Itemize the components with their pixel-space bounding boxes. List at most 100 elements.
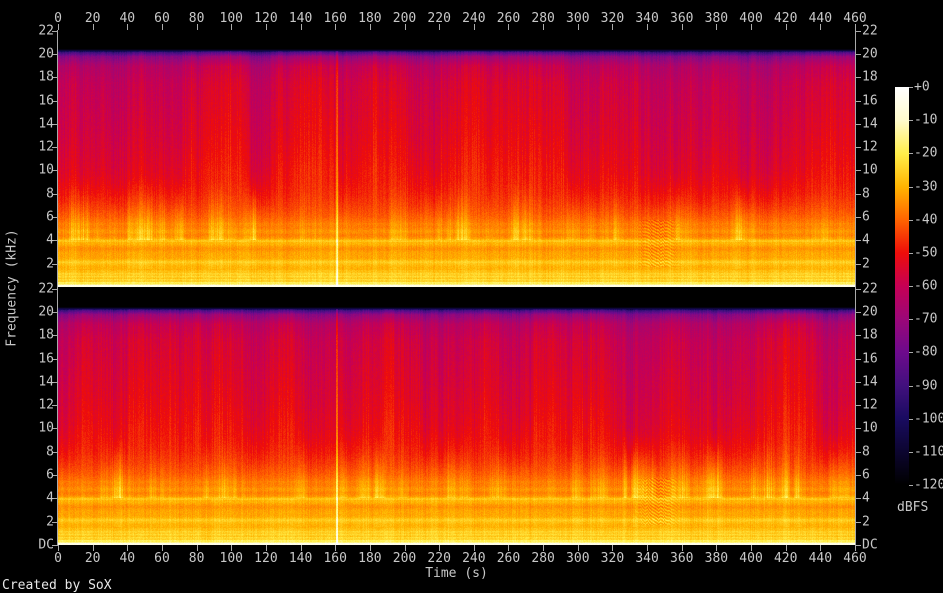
freq-tick-label: 18 [38, 69, 54, 85]
db-tick-label: -80 [914, 344, 938, 360]
frequency-axis-title: Frequency (kHz) [4, 229, 20, 347]
time-tick-label: 40 [119, 11, 136, 26]
freq-tick [52, 545, 57, 546]
freq-tick [856, 335, 861, 337]
freq-tick [856, 428, 861, 430]
freq-tick-label: 6 [862, 209, 870, 225]
time-tick [300, 545, 302, 551]
db-tick-label: +0 [914, 79, 930, 95]
time-tick [612, 545, 614, 551]
time-tick [612, 24, 614, 30]
time-tick-label: 120 [254, 551, 278, 566]
freq-tick [856, 405, 861, 407]
time-tick-label: 180 [358, 11, 382, 26]
freq-tick-label: 10 [38, 420, 54, 436]
time-tick [647, 24, 649, 30]
freq-tick [856, 53, 861, 55]
freq-tick-label: 12 [862, 139, 878, 155]
freq-tick [856, 147, 861, 149]
time-tick [404, 545, 406, 551]
time-tick-label: 160 [323, 551, 347, 566]
time-tick [265, 545, 267, 551]
time-tick-label: 440 [808, 11, 833, 26]
time-tick-label: 60 [154, 551, 170, 566]
freq-tick [856, 545, 861, 546]
freq-tick-label: 14 [38, 116, 54, 132]
freq-tick-label: 4 [862, 490, 870, 506]
db-tick [909, 418, 913, 420]
db-tick [909, 385, 913, 387]
time-tick-label: 220 [427, 551, 451, 566]
freq-tick [856, 498, 861, 500]
freq-tick [52, 240, 57, 242]
db-tick-label: -70 [914, 311, 938, 327]
spectrogram-canvas-channel-2 [58, 288, 855, 545]
time-tick-label: 80 [188, 551, 205, 566]
time-tick [785, 24, 787, 30]
time-tick [751, 24, 753, 30]
time-tick-label: 80 [188, 11, 205, 26]
time-tick-label: 300 [566, 11, 590, 26]
time-tick [577, 545, 579, 551]
time-tick [855, 545, 856, 551]
right-axis-line [855, 30, 856, 546]
freq-tick [52, 428, 57, 430]
time-tick-label: 160 [323, 11, 347, 26]
time-tick-label: 20 [84, 551, 101, 566]
time-tick-label: 60 [154, 11, 170, 26]
db-tick [909, 219, 913, 221]
freq-tick [856, 451, 861, 453]
time-tick-label: 240 [462, 11, 486, 26]
time-tick-label: 280 [531, 551, 555, 566]
db-tick [909, 485, 913, 486]
freq-tick-label: 12 [38, 139, 54, 155]
time-tick [716, 24, 718, 30]
db-tick [909, 153, 913, 155]
freq-tick-label: 20 [862, 304, 878, 320]
time-tick-label: 100 [219, 11, 243, 26]
time-tick [369, 545, 371, 551]
freq-tick [52, 498, 57, 500]
time-tick [161, 24, 163, 30]
sox-credit-text: Created by SoX [2, 578, 112, 593]
freq-tick-label: 4 [46, 232, 54, 248]
time-tick-label: 20 [84, 11, 101, 26]
time-tick-label: 240 [462, 551, 486, 566]
freq-tick-label: 2 [46, 256, 54, 272]
time-tick [300, 24, 302, 30]
time-tick-label: 0 [54, 11, 62, 26]
time-tick-label: 260 [496, 11, 521, 26]
freq-tick [856, 263, 861, 265]
freq-tick-label: 10 [38, 162, 54, 178]
freq-tick [52, 358, 57, 360]
freq-tick [52, 263, 57, 265]
freq-tick [856, 475, 861, 477]
freq-tick [856, 240, 861, 242]
freq-tick-label: 6 [862, 467, 870, 483]
freq-tick [52, 53, 57, 55]
freq-tick [856, 311, 861, 313]
freq-tick [52, 335, 57, 337]
time-tick [127, 24, 129, 30]
freq-tick-label: 2 [862, 514, 870, 530]
freq-tick-label: 8 [46, 444, 54, 460]
time-tick [58, 24, 59, 30]
freq-tick-label: 2 [46, 514, 54, 530]
time-tick [127, 545, 129, 551]
time-tick-label: 300 [566, 551, 590, 566]
time-tick-label: 420 [773, 11, 798, 26]
freq-tick [856, 30, 861, 32]
time-tick [92, 545, 94, 551]
time-tick [716, 545, 718, 551]
freq-tick [856, 521, 861, 523]
freq-tick [52, 311, 57, 313]
freq-tick-label: 20 [862, 46, 878, 62]
time-tick-label: 320 [600, 551, 625, 566]
db-tick-label: -120 [914, 477, 943, 493]
freq-tick-label: 8 [862, 186, 870, 202]
time-tick [543, 24, 545, 30]
freq-tick [52, 381, 57, 383]
freq-tick-label: 8 [46, 186, 54, 202]
time-tick [58, 545, 59, 551]
freq-tick-label: 12 [38, 397, 54, 413]
